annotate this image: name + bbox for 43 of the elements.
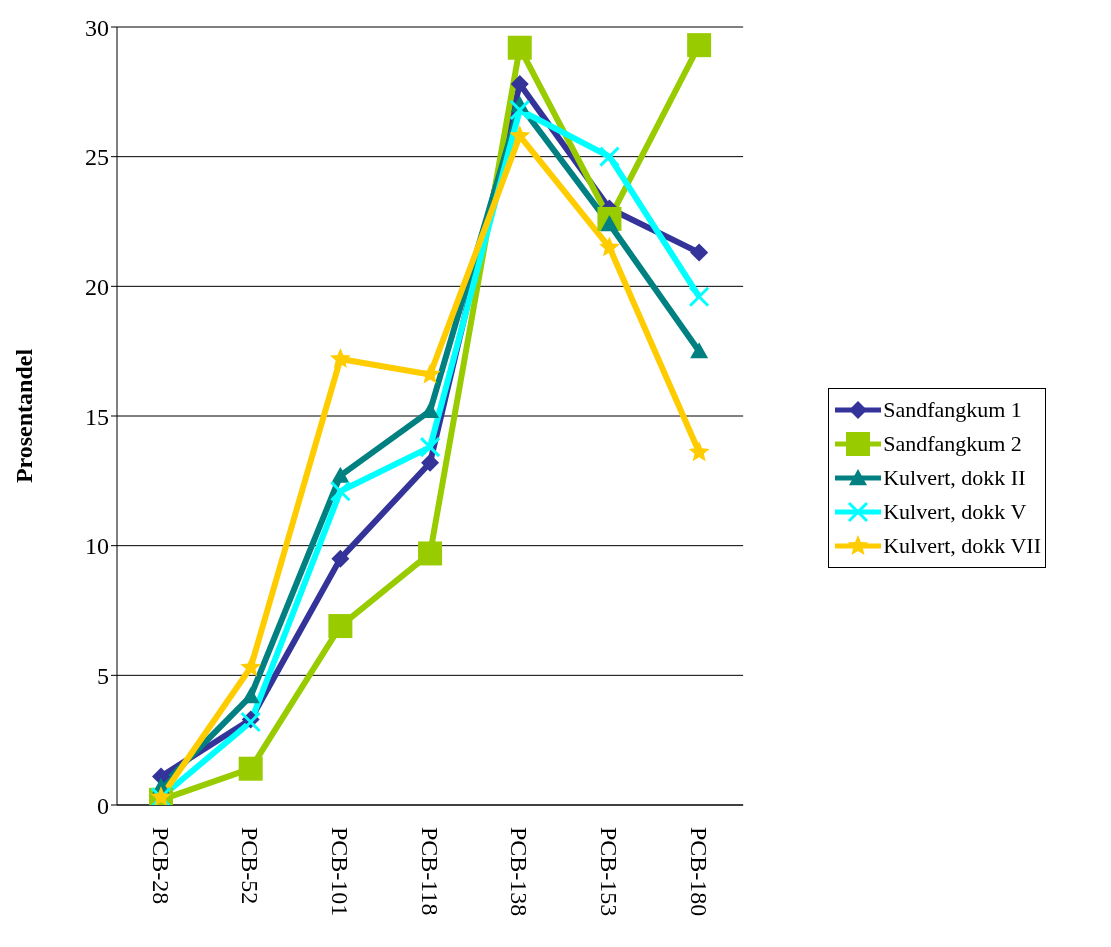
point [238,756,263,781]
point [510,75,529,94]
point [690,243,709,262]
point [688,441,710,462]
y-tick-label: 15 [85,403,109,430]
point [690,342,709,359]
y-tick-label: 30 [85,14,109,41]
point [509,99,531,121]
y-axis-title: Prosentandel [10,348,37,484]
x-tick-label: PCB-118 [416,827,443,916]
x-tick-label: PCB-101 [326,827,353,917]
x-tick-label: PCB-180 [685,827,712,917]
point [329,347,351,368]
point [688,286,710,308]
point [421,453,440,472]
y-tick-label: 10 [85,533,109,560]
legend-label: Sandfangkum 1 [883,396,1022,423]
y-tick-label: 20 [85,273,109,300]
point [598,236,620,257]
x-tick-label: PCB-52 [237,827,264,905]
point [329,480,351,502]
x-tick-label: PCB-153 [596,827,623,917]
point [419,363,441,384]
point [331,549,350,568]
point [598,146,620,168]
x-tick-label: PCB-28 [147,827,174,905]
y-tick-label: 0 [97,792,109,819]
legend-label: Kulvert, dokk VII [883,532,1041,559]
y-tick-label: 5 [97,662,109,689]
legend-label: Sandfangkum 2 [883,430,1022,457]
point [418,541,443,566]
legend-label: Kulvert, dokk II [883,464,1026,491]
y-tick-label: 25 [85,144,109,171]
point [240,656,262,677]
point [507,35,532,60]
point [687,33,712,58]
point [331,466,350,483]
point [509,124,531,145]
x-tick-label: PCB-138 [506,827,533,917]
point [328,614,353,639]
legend-label: Kulvert, dokk V [883,498,1027,525]
point [241,687,260,704]
point [419,436,441,458]
